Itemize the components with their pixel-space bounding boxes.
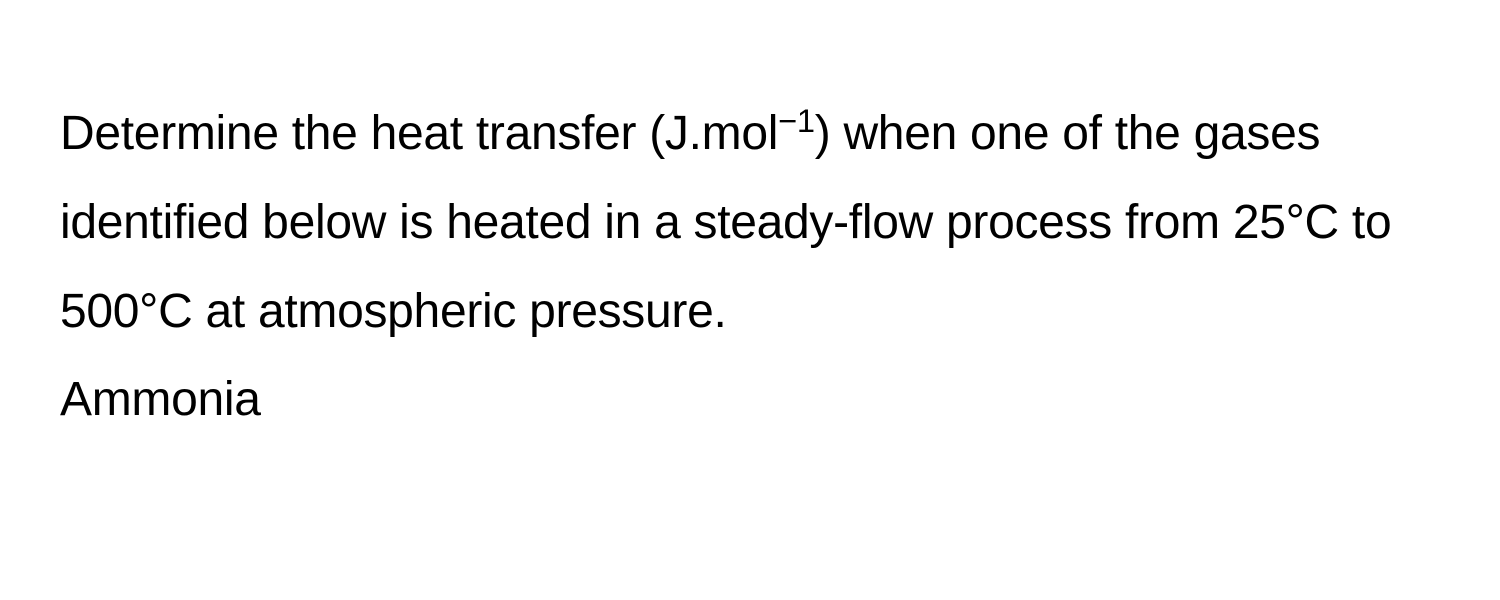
superscript-exponent: −1 [778,102,815,139]
text-segment-1: Determine the heat transfer (J.mol [60,107,778,160]
problem-statement: Determine the heat transfer (J.mol−1) wh… [60,90,1440,356]
gas-identifier: Ammonia [60,356,1440,445]
